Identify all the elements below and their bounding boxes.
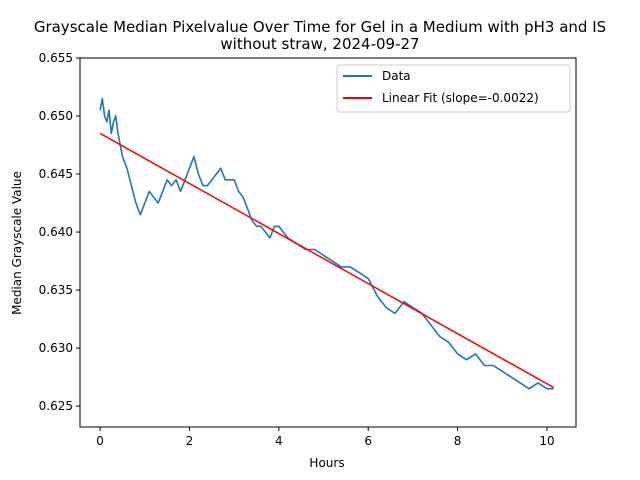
legend: Data Linear Fit (slope=-0.0022)	[336, 64, 571, 113]
legend-label-fit: Linear Fit (slope=-0.0022)	[382, 91, 539, 105]
y-tick-label: 0.640	[39, 225, 73, 239]
y-axis-ticks: 0.625 0.630 0.635 0.640 0.645 0.650 0.655	[39, 51, 80, 413]
plot-frame	[79, 57, 577, 428]
y-tick-label: 0.650	[39, 109, 73, 123]
series-line-data	[99, 97, 554, 390]
plot-area	[79, 57, 577, 428]
x-tick-label: 0	[96, 434, 104, 448]
chart-title-line-2: without straw, 2024-09-27	[220, 35, 419, 53]
x-tick-label: 6	[364, 434, 372, 448]
y-axis-label: Median Grayscale Value	[10, 171, 24, 315]
y-tick-label: 0.635	[39, 283, 73, 297]
y-tick-label: 0.645	[39, 167, 73, 181]
legend-box	[336, 64, 571, 113]
x-tick-label: 8	[454, 434, 462, 448]
y-tick-label: 0.630	[39, 341, 73, 355]
x-tick-label: 4	[275, 434, 283, 448]
legend-label-data: Data	[382, 69, 411, 83]
chart-title-line-1: Grayscale Median Pixelvalue Over Time fo…	[34, 18, 606, 36]
y-tick-label: 0.625	[39, 399, 73, 413]
x-axis-label: Hours	[309, 456, 344, 470]
x-tick-label: 2	[186, 434, 194, 448]
series-line-linear-fit	[99, 132, 555, 389]
x-axis-ticks: 0 2 4 6 8 10	[96, 427, 555, 448]
x-tick-label: 10	[539, 434, 554, 448]
y-tick-label: 0.655	[39, 51, 73, 65]
